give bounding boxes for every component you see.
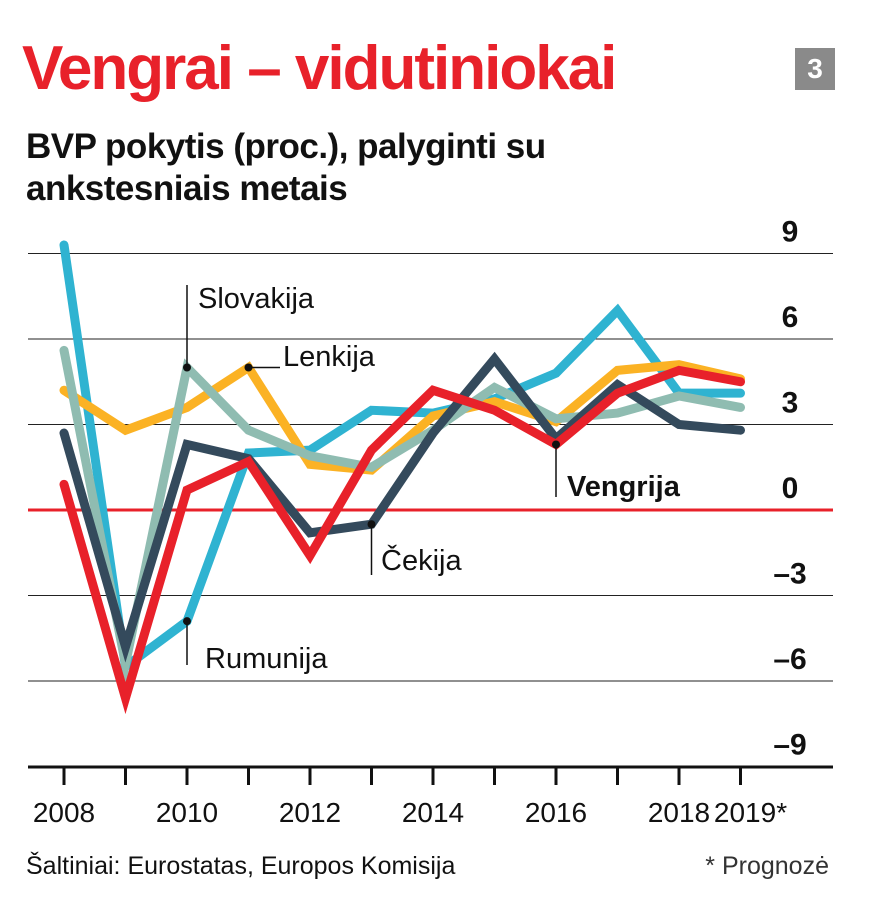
line-annotations: Slovakija Lenkija Rumunija Čekija Vengrija xyxy=(183,283,681,675)
chart-subtitle: BVP pokytis (proc.), palyginti su ankste… xyxy=(26,127,546,208)
x-tick-label: 2010 xyxy=(156,797,218,828)
annotation-label-čekija: Čekija xyxy=(381,543,462,577)
figure-number-badge: 3 xyxy=(795,48,835,90)
series-line-rumunija xyxy=(59,240,745,675)
annotation-label-rumunija: Rumunija xyxy=(205,643,328,675)
x-axis: 2008 2010 2012 2014 2016 2018 2019* xyxy=(28,765,833,828)
x-tick-label: 2012 xyxy=(279,797,341,828)
chart-title: Vengrai – vidutiniokai xyxy=(22,34,617,103)
annotation-label-lenkija: Lenkija xyxy=(283,341,376,373)
x-tick-label: 2016 xyxy=(525,797,587,828)
x-tick-label: 2014 xyxy=(402,797,464,828)
series-line-slovakija xyxy=(59,345,745,687)
y-tick-labels: 9 6 3 0 –3 –6 –9 xyxy=(773,216,806,762)
x-tick-label: 2018 xyxy=(648,797,710,828)
y-tick-label: 0 xyxy=(782,472,799,505)
series-line-vengrija xyxy=(59,365,745,715)
y-tick-label: 6 xyxy=(782,301,799,334)
y-tick-label: –6 xyxy=(773,643,806,676)
y-tick-label: –3 xyxy=(773,558,806,591)
annotation-label-slovakija: Slovakija xyxy=(198,283,315,315)
y-tick-label: 3 xyxy=(782,387,799,420)
source-note: Šaltiniai: Eurostatas, Europos Komisija xyxy=(26,852,456,880)
y-tick-label: –9 xyxy=(773,729,806,762)
series-lines xyxy=(59,240,745,715)
y-tick-label: 9 xyxy=(782,216,799,249)
forecast-note: * Prognozė xyxy=(705,852,829,880)
x-tick-label: 2019* xyxy=(714,797,787,828)
annotation-label-vengrija: Vengrija xyxy=(567,471,681,503)
x-tick-label: 2008 xyxy=(33,797,95,828)
